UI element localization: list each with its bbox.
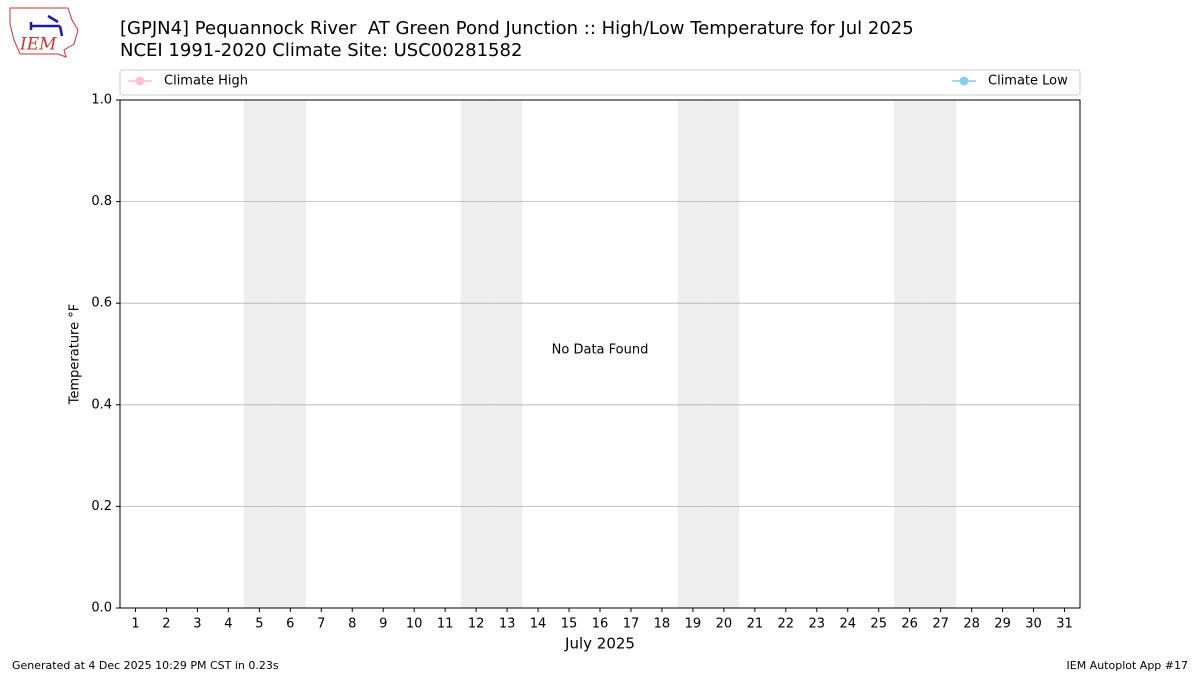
y-tick-label: 0.6 [91,296,112,311]
x-tick-label: 6 [286,617,294,632]
footer-left: Generated at 4 Dec 2025 10:29 PM CST in … [12,659,279,672]
logo: IEM [9,7,79,58]
x-tick-label: 30 [1025,617,1042,632]
weekend-shade [894,100,926,608]
weekend-shade [243,100,275,608]
chart-title: [GPJN4] Pequannock River AT Green Pond J… [120,18,914,39]
x-tick-label: 15 [561,617,578,632]
weekend-shade [491,100,523,608]
legend-marker [959,76,969,86]
x-axis-label: July 2025 [564,635,635,653]
x-tick-label: 31 [1056,617,1073,632]
x-tick-label: 8 [348,617,356,632]
x-tick-label: 10 [406,617,423,632]
legend-label: Climate Low [988,74,1068,89]
x-tick-label: 18 [654,617,671,632]
x-tick-label: 22 [778,617,795,632]
logo-text: IEM [19,35,57,55]
plot-frame [119,99,1081,609]
y-tick-label: 0.0 [91,601,112,616]
x-tick-label: 17 [623,617,640,632]
weekend-shade [677,100,709,608]
y-tick-label: 0.4 [91,397,112,412]
x-tick-label: 24 [839,617,856,632]
x-tick-label: 19 [685,617,702,632]
footer-right: IEM Autoplot App #17 [1067,659,1189,672]
x-tick-label: 11 [437,617,454,632]
legend-marker [135,76,145,86]
x-tick-label: 4 [224,617,232,632]
chart-subtitle: NCEI 1991-2020 Climate Site: USC00281582 [120,40,522,61]
y-tick-label: 0.2 [91,499,112,514]
x-tick-label: 29 [994,617,1011,632]
x-tick-label: 26 [901,617,918,632]
y-tick-label: 1.0 [91,93,112,108]
weekend-shade [274,100,306,608]
x-tick-label: 28 [963,617,980,632]
x-tick-label: 13 [499,617,516,632]
logo-outline [9,7,79,58]
x-tick-label: 27 [932,617,949,632]
x-tick-label: 1 [131,617,139,632]
x-tick-label: 20 [716,617,733,632]
weekend-shade [708,100,740,608]
x-tick-label: 2 [162,617,170,632]
annotation: No Data Found [552,343,649,358]
x-tick-label: 9 [379,617,387,632]
weekend-shade [460,100,492,608]
x-tick-label: 3 [193,617,201,632]
y-tick-label: 0.8 [91,194,112,209]
weekend-shade [925,100,957,608]
x-tick-label: 5 [255,617,263,632]
x-tick-label: 12 [468,617,485,632]
x-tick-label: 14 [530,617,547,632]
x-tick-label: 21 [747,617,764,632]
x-tick-label: 16 [592,617,609,632]
y-axis-label: Temperature °F [68,304,83,405]
legend-label: Climate High [164,74,248,89]
x-tick-label: 23 [809,617,826,632]
x-tick-label: 7 [317,617,325,632]
logo-icon [29,14,64,37]
legend [119,69,1081,96]
x-tick-label: 25 [870,617,887,632]
